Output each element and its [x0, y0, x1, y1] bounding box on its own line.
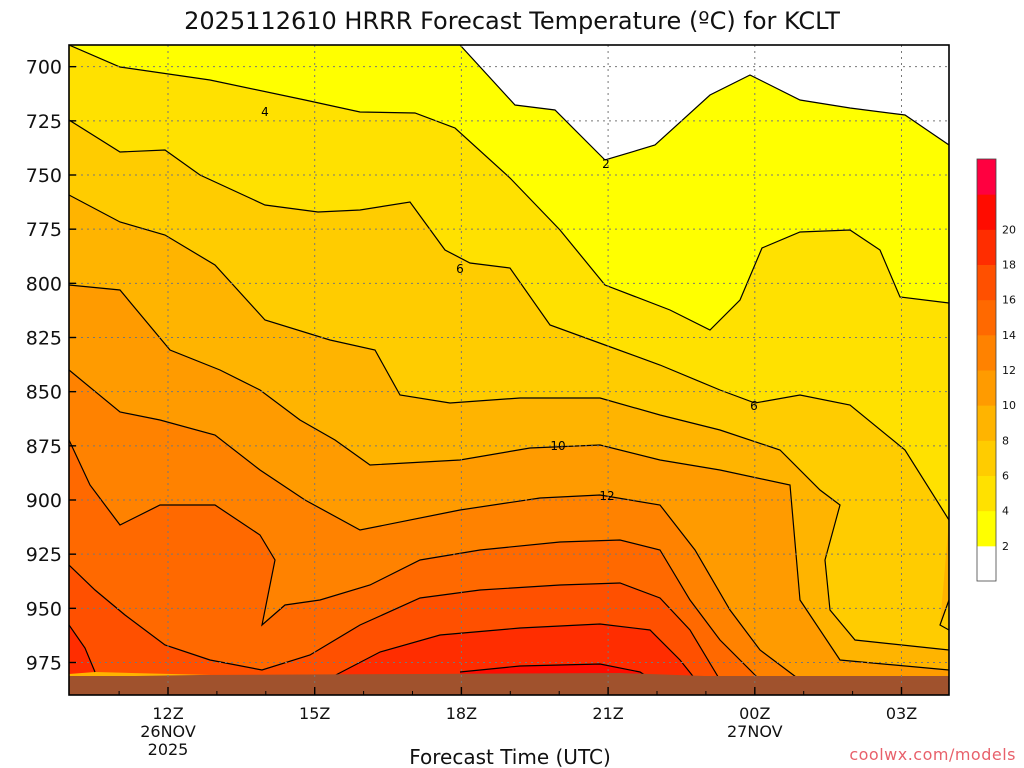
- colorbar-swatch: [977, 334, 996, 371]
- colorbar-swatch: [977, 545, 996, 582]
- colorbar-tick-label: 20: [1002, 223, 1016, 236]
- y-tick-label: 950: [26, 598, 62, 620]
- contour-14: [69, 439, 761, 681]
- contour-4: [69, 45, 949, 331]
- fill-below-2: [460, 45, 949, 160]
- y-tick-label: 975: [26, 653, 62, 675]
- y-tick-label: 850: [26, 382, 62, 404]
- fill-12-14: [69, 370, 949, 685]
- contour-8: [69, 194, 949, 651]
- grid-lines: [69, 45, 949, 695]
- colorbar-tick-label: 12: [1002, 364, 1016, 377]
- contour-labels: 4 2 6 6 10 12: [261, 105, 758, 503]
- contour-10: [69, 284, 949, 671]
- y-tick-label: 750: [26, 165, 62, 187]
- contour-16: [69, 564, 721, 681]
- colorbar-swatch: [977, 475, 996, 512]
- colorbar: 2 4 6 8 10 12 14 16 18 20: [976, 158, 1016, 582]
- colorbar-swatch: [977, 264, 996, 301]
- colorbar-tick-label: 10: [1002, 399, 1016, 412]
- x-tick-label: 21Z: [592, 704, 623, 723]
- x-tick-label: 18Z: [446, 704, 477, 723]
- x-tick-date: 27NOV: [727, 722, 783, 741]
- contour-label-2: 2: [602, 157, 610, 171]
- y-tick-label: 825: [26, 328, 62, 350]
- colorbar-tick-label: 2: [1002, 540, 1009, 553]
- colorbar-swatch: [977, 405, 996, 441]
- colorbar-swatch: [977, 229, 996, 265]
- contour-label-6-right: 6: [750, 399, 758, 413]
- colorbar-swatch: [977, 510, 996, 547]
- colorbar-tick-label: 14: [1002, 329, 1016, 342]
- colorbar-tick-label: 6: [1002, 470, 1009, 483]
- y-tick-label: 925: [26, 544, 62, 566]
- y-tick-label: 900: [26, 490, 62, 512]
- y-tick-label: 725: [26, 111, 62, 133]
- x-tick-label: 12Z: [152, 704, 183, 723]
- x-tick-label: 15Z: [299, 704, 330, 723]
- fill-10-12: [69, 285, 949, 680]
- y-tick-label: 800: [26, 273, 62, 295]
- fill-14-16: [69, 440, 949, 685]
- x-tick-year: 2025: [148, 740, 189, 759]
- x-tick-label: 03Z: [886, 704, 917, 723]
- y-tick-label: 700: [26, 57, 62, 79]
- colorbar-swatch: [977, 370, 996, 406]
- temperature-fill-field: [69, 45, 949, 695]
- chart-title: 2025112610 HRRR Forecast Temperature (ºC…: [184, 7, 840, 35]
- colorbar-swatch: [977, 299, 996, 336]
- contour-label-12: 12: [599, 489, 614, 503]
- fill-16-18: [69, 565, 760, 685]
- colorbar-swatch: [977, 159, 996, 195]
- fill-8-10: [69, 195, 949, 670]
- colorbar-tick-label: 18: [1002, 259, 1016, 272]
- contour-12: [69, 369, 801, 681]
- contour-2: [459, 45, 949, 161]
- credit-text: coolwx.com/models: [849, 745, 1016, 764]
- x-axis-title: Forecast Time (UTC): [409, 745, 611, 768]
- x-tick-label: 00Z: [739, 704, 770, 723]
- y-tick-label: 775: [26, 219, 62, 241]
- colorbar-tick-label: 16: [1002, 294, 1016, 307]
- contour-lines: [69, 45, 949, 686]
- contour-label-6-left: 6: [456, 262, 464, 276]
- contour-label-10: 10: [550, 439, 565, 453]
- y-tick-label: 875: [26, 436, 62, 458]
- colorbar-swatch: [977, 440, 996, 476]
- ground-surface: [69, 673, 949, 695]
- contour-18: [69, 623, 701, 686]
- plot-frame: [68, 44, 950, 696]
- colorbar-tick-label: 8: [1002, 434, 1009, 447]
- colorbar-tick-label: 4: [1002, 505, 1009, 518]
- contour-label-4: 4: [261, 105, 269, 119]
- fill-2-4: [69, 45, 949, 330]
- colorbar-swatch: [977, 194, 996, 230]
- fill-4-6: [69, 45, 949, 630]
- colorbar-frame: [976, 158, 997, 582]
- y-axis: 700 725 750 775 800 825 850 875 900 925 950 975: [26, 57, 76, 675]
- contour-6: [69, 119, 949, 521]
- x-tick-date: 26NOV: [140, 722, 196, 741]
- fill-6-8: [69, 120, 949, 650]
